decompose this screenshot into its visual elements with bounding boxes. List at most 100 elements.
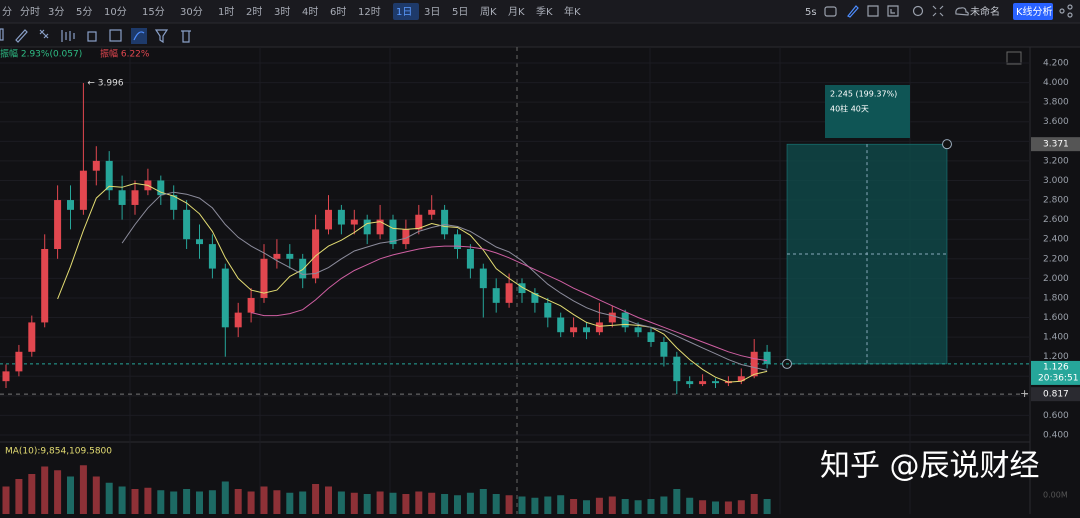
volume-bar	[595, 497, 603, 514]
interval-button[interactable]: 6时	[330, 6, 346, 18]
tool-active[interactable]	[131, 28, 147, 44]
share-icon[interactable]	[1059, 8, 1065, 14]
candle-body	[118, 190, 126, 205]
expand-icon[interactable]	[1006, 51, 1022, 65]
interval-button[interactable]: 5分	[76, 6, 92, 18]
candle-body	[557, 317, 565, 333]
refresh-rate: 5s	[805, 7, 817, 18]
candle-body	[415, 214, 423, 230]
interval-button[interactable]: 5日	[452, 7, 468, 18]
interval-button[interactable]: 30分	[180, 6, 203, 18]
candle-body	[312, 229, 320, 279]
candle-body	[673, 356, 681, 382]
tool-icon[interactable]	[39, 29, 49, 39]
interval-button[interactable]: 分	[2, 6, 12, 18]
candle-body	[92, 160, 100, 171]
volume-bar	[389, 492, 397, 514]
interval-button[interactable]: 4时	[302, 6, 318, 18]
interval-button[interactable]: 10分	[104, 6, 127, 18]
interval-button[interactable]: 月K	[508, 6, 525, 18]
candle-body	[402, 229, 410, 245]
volume-bar	[247, 491, 255, 514]
interval-button[interactable]: 15分	[142, 6, 165, 18]
cloud-icon[interactable]	[955, 7, 969, 16]
candle-body	[157, 180, 165, 196]
template-icon[interactable]	[887, 5, 899, 17]
candle-body	[337, 209, 345, 225]
candle-body	[286, 253, 294, 259]
candle-body	[505, 283, 513, 303]
crosshair-plus: +	[1020, 387, 1029, 400]
analysis-button[interactable]: K线分析	[1016, 5, 1053, 18]
volume-bar	[67, 476, 74, 514]
volume-bar	[170, 491, 178, 514]
pen-icon[interactable]	[847, 5, 859, 18]
interval-button[interactable]: 年K	[564, 5, 581, 18]
candle-body	[389, 219, 397, 245]
volume-bar	[492, 494, 500, 514]
candle-body	[41, 249, 49, 323]
drawing-toolbar	[0, 23, 1080, 47]
candle-body	[105, 160, 113, 191]
interval-button[interactable]: 2时	[246, 6, 262, 18]
layout-name[interactable]: 未命名	[970, 5, 1000, 18]
candle-body	[428, 209, 436, 215]
volume-bar	[144, 487, 152, 514]
volume-bar	[299, 491, 307, 514]
interval-button[interactable]: 12时	[358, 6, 381, 18]
candle-body	[170, 195, 178, 210]
info: 振幅 2.93%(0.057)	[0, 48, 82, 60]
candle-body	[763, 351, 771, 364]
volume-bar	[376, 491, 384, 514]
interval-button[interactable]: 1日	[396, 7, 412, 18]
camera-icon[interactable]	[824, 6, 837, 17]
settings-icon[interactable]	[912, 5, 924, 17]
volume-bar	[273, 490, 281, 514]
candle-body	[247, 297, 255, 313]
interval-button[interactable]: 周K	[480, 6, 497, 18]
tool-icon[interactable]	[87, 31, 97, 42]
candle-body	[737, 376, 745, 382]
interval-button[interactable]: 3日	[424, 7, 440, 18]
volume-bar	[583, 500, 590, 514]
measure-label-box	[825, 85, 910, 138]
volume-bar	[608, 496, 616, 514]
interval-button[interactable]: 3时	[274, 6, 290, 18]
volume-bar	[105, 482, 113, 514]
interval-button[interactable]: 1时	[218, 6, 234, 18]
tool-icon[interactable]	[15, 29, 28, 43]
share-icon[interactable]	[1067, 12, 1073, 18]
measure-handle[interactable]	[942, 139, 952, 150]
candle-body	[234, 312, 242, 328]
tool-icon[interactable]	[61, 30, 75, 42]
volume-bar	[750, 494, 758, 514]
interval-button[interactable]: 分时	[20, 6, 40, 18]
volume-bar	[673, 489, 681, 514]
toolbar-icons	[824, 4, 1073, 18]
interval-active	[393, 3, 419, 20]
candle-body	[531, 293, 539, 303]
volume-bar	[699, 500, 707, 514]
tool-icon[interactable]	[0, 28, 4, 41]
volume-bar	[196, 491, 203, 514]
volume-bar	[505, 495, 513, 514]
interval-button[interactable]: 3分	[48, 6, 64, 18]
share-icon[interactable]	[1067, 4, 1073, 10]
candle-body	[131, 190, 139, 205]
volume-bar	[402, 494, 410, 514]
volume-bar	[454, 495, 461, 514]
y-tick-label: 4.200	[1043, 59, 1069, 69]
window-icon[interactable]	[867, 5, 879, 17]
interval-button[interactable]: 季K	[536, 6, 553, 18]
tool-icon[interactable]	[181, 30, 191, 43]
candle-body	[686, 381, 694, 385]
volume-bar	[686, 497, 694, 514]
fullscreen-icon[interactable]	[932, 5, 944, 17]
y-tick-label: 3.600	[1043, 117, 1069, 127]
tool-icon[interactable]	[109, 29, 122, 42]
measure-bars: 40柱 40天	[830, 104, 869, 114]
tool-icon[interactable]	[133, 31, 145, 41]
volume-bar	[428, 492, 436, 514]
candle-body	[454, 234, 461, 249]
tool-icon[interactable]	[154, 29, 169, 44]
